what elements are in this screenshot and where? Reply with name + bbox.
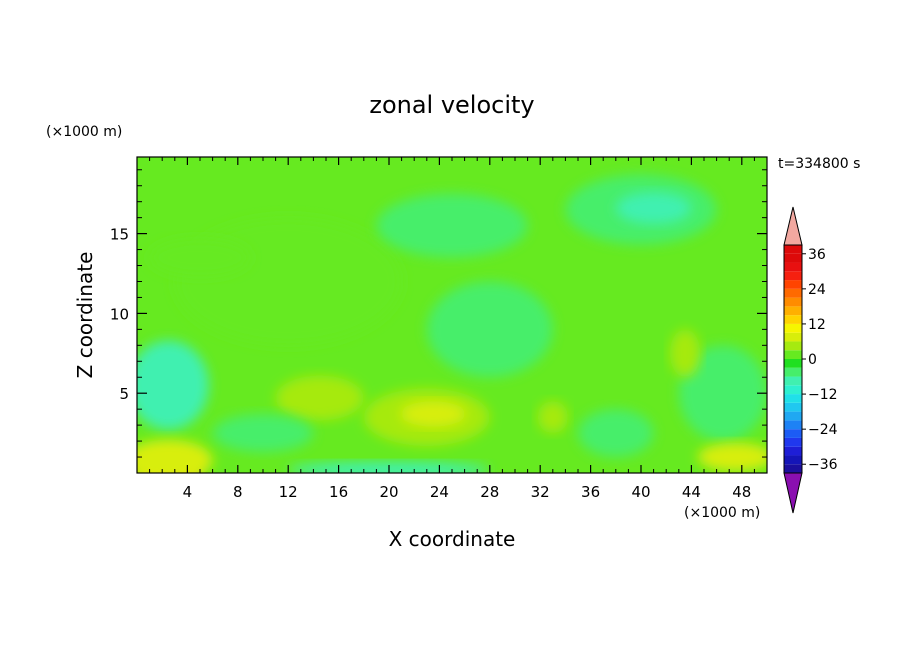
x-axis-ticks: 4 8 12 16 20 24 28 32 36 40 44 48 [149,157,755,501]
field-region [212,413,314,453]
colorbar-segment [784,446,802,456]
colorbar-tick-label: 0 [808,352,817,368]
field-region [137,439,213,473]
y-axis-title: Z coordinate [73,252,97,379]
x-tick-label: 48 [732,483,751,501]
field-region [400,401,466,427]
colorbar-segment [784,455,802,465]
colorbar [783,206,803,514]
colorbar-segment [784,402,802,412]
x-tick-label: 32 [531,483,550,501]
colorbar-segment [784,315,802,324]
field-region [697,442,767,472]
field-region [537,401,568,434]
colorbar-tick-label: 24 [808,282,826,298]
colorbar-segment [784,306,802,316]
y-tick-label: 15 [110,226,129,244]
field-region [275,375,364,421]
colorbar-segment [784,464,802,473]
y-axis-ticks: 5 10 15 [110,169,767,458]
colorbar-segment [784,280,802,289]
field-region [578,409,654,458]
time-label: t=334800 s [778,156,860,172]
field-region [174,217,402,346]
field-region [376,193,528,258]
colorbar-tick-label: −36 [808,457,838,473]
colorbar-tick-label: 12 [808,317,826,333]
field-region [426,281,553,378]
colorbar-segment [784,341,802,351]
x-tick-label: 24 [430,483,449,501]
x-tick-label: 20 [379,483,398,501]
colorbar-segment [784,323,802,333]
x-tick-label: 4 [183,483,193,501]
colorbar-segment [784,359,802,368]
colorbar-segment [784,420,802,430]
colorbar-labels: 36 24 12 0 −12 −24 −36 [802,247,838,473]
y-tick-label: 10 [110,305,129,323]
colorbar-tick-label: −24 [808,422,838,438]
x-tick-label: 16 [329,483,348,501]
x-tick-label: 28 [480,483,499,501]
colorbar-segment [784,376,802,386]
colorbar-segment [784,411,802,421]
colorbar-segment [784,271,802,281]
x-tick-label: 36 [581,483,600,501]
field-region [149,238,251,277]
x-tick-label: 12 [279,483,298,501]
colorbar-tick-label: 36 [808,247,826,263]
colorbar-segment [784,297,802,307]
field-region [615,192,692,225]
velocity-field [137,157,767,473]
colorbar-segment [784,262,802,272]
x-unit-label: (×1000 m) [684,505,760,521]
colorbar-segment [784,367,802,377]
colorbar-segment [784,437,802,447]
colorbar-segment [784,429,802,438]
colorbar-tick-label: −12 [808,387,838,403]
colorbar-segment [784,253,802,263]
colorbar-segment [784,350,802,359]
colorbar-segment [784,385,802,395]
colorbar-segment [784,332,802,342]
field-region [669,329,701,378]
x-tick-label: 40 [631,483,650,501]
x-tick-label: 44 [682,483,701,501]
colorbar-segment [784,245,802,254]
colorbar-over-arrow [783,206,803,246]
field-region [137,340,209,430]
x-tick-label: 8 [233,483,243,501]
y-tick-label: 5 [119,385,129,403]
colorbar-segment [784,394,802,403]
y-unit-label: (×1000 m) [46,124,122,140]
field-region [678,345,767,442]
colorbar-under-arrow [783,472,803,514]
colorbar-segment [784,288,802,298]
x-axis-title: X coordinate [389,527,516,551]
chart-title: zonal velocity [369,91,534,119]
